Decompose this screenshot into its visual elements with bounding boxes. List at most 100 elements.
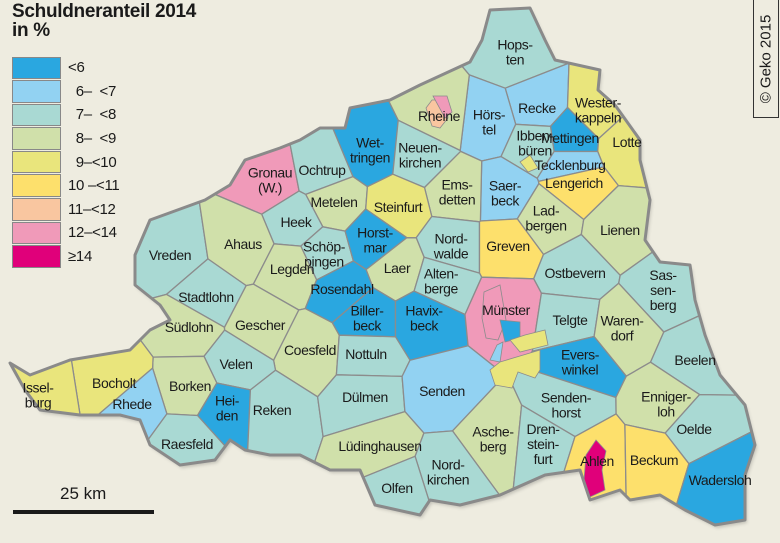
scale-bar (13, 510, 154, 514)
label-line: Südlohn (165, 319, 214, 335)
legend-swatch (12, 150, 61, 174)
municipality-label: Tecklenburg (534, 157, 605, 173)
legend-label: 9–<10 (68, 153, 117, 171)
label-line: beck (491, 193, 520, 209)
municipality-label: Dülmen (342, 389, 388, 405)
label-line: loh (657, 404, 674, 420)
municipality-label: Nord-kirchen (427, 457, 469, 488)
label-line: bergen (525, 218, 566, 234)
label-line: Hops- (497, 37, 533, 53)
label-line: Borken (169, 378, 211, 394)
municipality-label: Gescher (235, 317, 286, 333)
label-line: beck (353, 318, 382, 334)
municipality-label: Reken (253, 402, 291, 418)
label-line: Lotte (612, 134, 642, 150)
label-line: Neuen- (398, 140, 442, 156)
municipality-label: Heek (280, 214, 312, 230)
label-line: Lengerich (545, 175, 603, 191)
label-line: detten (439, 192, 476, 208)
label-line: berge (424, 281, 458, 297)
map-title: Schuldneranteil 2014 in % (12, 2, 196, 40)
label-line: Ibben- (516, 128, 554, 144)
label-line: Stadtlohn (178, 289, 234, 305)
municipality-labels: Hops-ten Recke Wester-kappeln Mettingen Hörs… (22, 37, 751, 497)
label-line: Wet- (356, 135, 384, 151)
legend-item: 6– <7 (12, 80, 119, 104)
legend-label: 6– <7 (68, 82, 117, 100)
municipality-label: Hörs-tel (473, 107, 506, 138)
legend-swatch (12, 127, 61, 150)
municipality-label: Ostbevern (545, 265, 606, 281)
legend-swatch (12, 198, 61, 221)
municipality-label: Beelen (674, 352, 715, 368)
label-line: Oelde (676, 421, 712, 437)
label-line: walde (433, 246, 469, 262)
municipality-label: Rheine (418, 108, 461, 124)
label-line: Metelen (310, 194, 357, 210)
municipality-label: Olfen (381, 480, 412, 496)
municipality-label: Nord-walde (433, 231, 469, 262)
legend-item: 11–<12 (12, 198, 119, 222)
label-line: Wadersloh (689, 472, 752, 488)
label-line: Wester- (575, 95, 622, 111)
municipality-label: Neuen-kirchen (398, 140, 442, 171)
label-line: Heek (280, 214, 312, 230)
label-line: Velen (219, 356, 252, 372)
label-line: Gronau (248, 165, 292, 181)
label-line: Lienen (600, 222, 640, 238)
label-line: beck (410, 318, 439, 334)
label-line: horst (551, 405, 581, 421)
label-line: sen- (650, 282, 676, 298)
municipality-label: Ibben-büren (516, 128, 554, 159)
district-patch (481, 284, 507, 341)
municipality-label: Mettingen (541, 130, 599, 146)
label-line: Havix- (405, 303, 443, 319)
municipality-label: Oelde (676, 421, 712, 437)
label-line: den (216, 408, 238, 424)
municipality-label: Stadtlohn (178, 289, 234, 305)
municipality-label: Greven (486, 238, 530, 254)
municipality-label: Saer-beck (489, 178, 522, 209)
municipality-label: Sas-sen-berg (649, 267, 677, 313)
municipality-label: Münster (482, 302, 531, 318)
label-line: mar (364, 240, 388, 256)
label-line: (W.) (258, 180, 282, 196)
label-line: Senden (419, 383, 465, 399)
label-line: kirchen (427, 472, 469, 488)
label-line: Greven (486, 238, 530, 254)
legend-swatch (12, 80, 61, 103)
municipality-label: Enniger-loh (641, 389, 691, 420)
municipality-label: Schöp-pingen (303, 239, 346, 270)
label-line: Waren- (601, 313, 645, 329)
label-line: Ahlen (580, 453, 614, 469)
legend-label: <6 (68, 59, 85, 77)
label-line: Hei- (215, 393, 240, 409)
label-line: Schöp- (303, 239, 346, 255)
label-line: Ochtrup (299, 162, 347, 178)
legend: <6 6– <7 7– <8 8– <9 9–<10 10 –<11 11–<12 1… (12, 56, 120, 268)
municipality-label: Waren-dorf (601, 313, 645, 344)
title-line-2: in % (12, 20, 50, 41)
legend-swatch (12, 56, 61, 80)
legend-swatch (12, 174, 61, 198)
municipality-label: Issel-burg (22, 380, 54, 411)
municipality-label: Ochtrup (299, 162, 347, 178)
municipality-label: Hops-ten (497, 37, 533, 68)
municipality-reken (246, 369, 324, 525)
municipality-label: Evers-winkel (561, 347, 600, 378)
label-line: Biller- (351, 303, 385, 319)
municipality-label: Senden-horst (541, 390, 592, 421)
municipality-label: Wester-kappeln (575, 95, 622, 126)
label-line: Dren- (526, 421, 560, 437)
label-line: tringen (350, 150, 390, 166)
municipality-label: Lienen (600, 222, 640, 238)
legend-swatch (12, 245, 61, 268)
label-line: berg (480, 439, 506, 455)
label-line: berg (650, 297, 676, 313)
label-line: büren (518, 143, 552, 159)
municipality-label: Beckum (630, 452, 678, 468)
legend-label: 12–<14 (68, 224, 117, 242)
municipality-label: Gronau (W.) (248, 165, 292, 196)
legend-item: 7– <8 (12, 103, 119, 127)
region-border (8, 6, 757, 527)
